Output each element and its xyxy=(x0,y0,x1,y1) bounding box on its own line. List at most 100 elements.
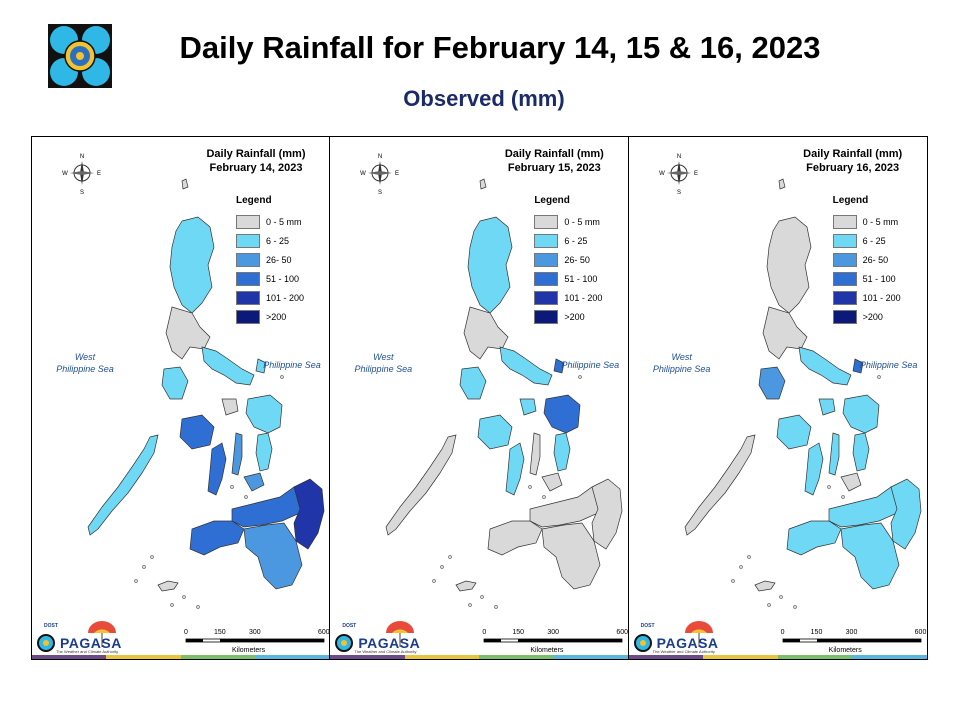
panel-title-line: Daily Rainfall (mm) xyxy=(206,148,306,160)
legend-swatch xyxy=(236,214,260,229)
region-samar xyxy=(543,394,581,434)
legend-swatch xyxy=(534,271,559,286)
region-masbate xyxy=(818,398,836,416)
stripe-segment xyxy=(106,655,181,659)
panel-date: February 15, 2023 xyxy=(507,162,601,174)
legend: Legend 0 - 5 mm 6 - 25 26- 50 51 - 100 101 - … xyxy=(832,195,923,326)
legend-swatch xyxy=(832,271,857,286)
scale-bar-graphic xyxy=(782,638,922,643)
region-sulu xyxy=(157,580,179,592)
islet xyxy=(542,495,547,499)
region-panay xyxy=(477,414,513,450)
islet xyxy=(578,375,583,379)
islet xyxy=(448,555,453,559)
legend-label: 101 - 200 xyxy=(564,292,603,303)
pagasa-wordmark: PAGASA xyxy=(358,635,421,651)
islet xyxy=(840,495,845,499)
panel-title: Daily Rainfall (mm) February 14, 2023 xyxy=(192,147,320,175)
region-mindoro xyxy=(758,366,786,400)
region-palawan xyxy=(684,434,756,536)
map-panels: N E S W Daily Rainfall (mm) February 14, 2023… xyxy=(31,136,928,660)
region-bicol xyxy=(201,346,255,386)
legend-label: 26- 50 xyxy=(564,254,590,265)
region-bohol xyxy=(840,472,862,492)
region-mindanao-east xyxy=(890,478,922,550)
pagasa-tagline: The Weather and Climate Authority xyxy=(652,649,715,654)
legend-item: 0 - 5 mm xyxy=(534,212,624,231)
legend-swatch xyxy=(832,233,857,248)
compass-label: E xyxy=(395,171,399,177)
legend-item: 51 - 100 xyxy=(236,269,326,288)
region-leyte xyxy=(255,432,273,472)
scale-tick-label: 150 xyxy=(512,629,525,636)
legend-item: 101 - 200 xyxy=(832,288,923,307)
compass-label: S xyxy=(80,190,84,195)
legend-item: >200 xyxy=(236,307,326,326)
legend-item: 6 - 25 xyxy=(832,231,923,250)
islet xyxy=(826,485,831,489)
stripe-segment xyxy=(32,655,107,659)
islet xyxy=(170,603,174,607)
philippines-map xyxy=(385,178,623,609)
legend-label: 26- 50 xyxy=(266,254,292,265)
legend-item: 6 - 25 xyxy=(236,231,326,250)
sea-label-line: Philippine Sea xyxy=(652,364,711,374)
region-sulu xyxy=(754,580,776,592)
legend-swatch xyxy=(832,252,857,267)
compass-label: N xyxy=(676,154,680,160)
sea-label-line: West xyxy=(74,352,96,362)
region-luzon-north xyxy=(169,216,215,314)
legend-label: 101 - 200 xyxy=(862,292,901,303)
stripe-segment xyxy=(254,655,330,659)
region-palawan xyxy=(385,434,457,536)
region-samar xyxy=(245,394,283,434)
panel-title-line: Daily Rainfall (mm) xyxy=(504,148,604,160)
islet xyxy=(730,579,735,583)
region-negros xyxy=(207,442,227,496)
islet xyxy=(738,565,743,569)
islet xyxy=(494,605,499,609)
scale-bar: 0 150 300 600 Kilometers xyxy=(482,629,627,655)
scale-bar-graphic xyxy=(483,638,623,643)
region-bicol xyxy=(499,346,553,386)
region-mindanao-east xyxy=(293,478,325,550)
region-mindanao-south xyxy=(840,522,900,590)
region-panay xyxy=(179,414,215,450)
legend-item: 6 - 25 xyxy=(534,231,624,250)
legend-item: 51 - 100 xyxy=(534,269,624,288)
legend: Legend 0 - 5 mm 6 - 25 26- 50 51 - 100 101 - … xyxy=(236,195,326,326)
islet xyxy=(142,565,146,569)
panel-date: February 14, 2023 xyxy=(209,162,303,174)
region-catanduanes xyxy=(255,358,267,374)
scale-tick-label: 150 xyxy=(214,629,226,636)
legend-label: 0 - 5 mm xyxy=(266,216,302,227)
stripe-segment xyxy=(180,655,255,659)
islet xyxy=(480,595,485,599)
sea-label-line: West xyxy=(671,352,692,362)
compass-label: W xyxy=(659,171,665,177)
islet xyxy=(134,579,138,583)
region-mindanao-south xyxy=(541,522,601,590)
region-negros xyxy=(804,442,824,496)
legend-swatch xyxy=(832,309,857,324)
page-subtitle: Observed (mm) xyxy=(403,86,565,111)
sea-label-west: West Philippine Sea xyxy=(348,351,418,375)
compass-rose-icon: N E S W xyxy=(659,154,698,195)
region-mindanao-west xyxy=(487,520,543,556)
stripe-segment xyxy=(478,655,554,659)
sea-label-line: West xyxy=(373,352,394,362)
color-stripe xyxy=(330,655,628,659)
compass-rose-icon: N E S W xyxy=(62,154,101,195)
islet xyxy=(766,603,771,607)
region-batanes xyxy=(181,178,189,190)
page-title: Daily Rainfall for February 14, 15 & 16,… xyxy=(179,30,821,65)
legend-label: 51 - 100 xyxy=(266,273,300,284)
islet xyxy=(792,605,797,609)
region-mindanao-west xyxy=(189,520,245,556)
region-mindoro xyxy=(161,366,189,400)
region-leyte xyxy=(553,432,571,472)
pagasa-wordmark: PAGASA xyxy=(60,635,122,651)
legend-title: Legend xyxy=(534,195,570,206)
legend-label: 51 - 100 xyxy=(862,273,896,284)
philippines-map xyxy=(684,178,922,609)
